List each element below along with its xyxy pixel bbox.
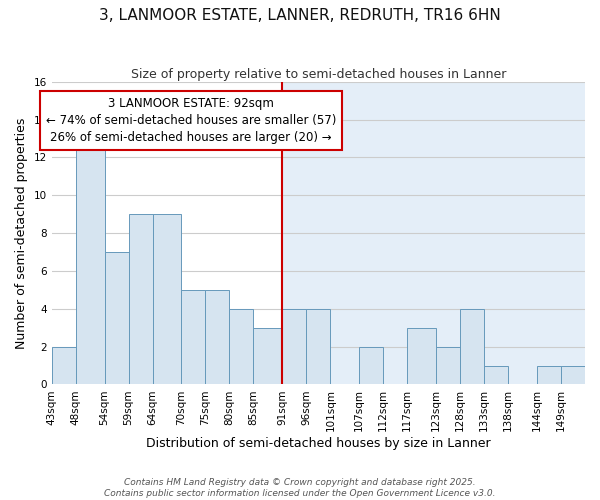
Bar (52, 82, 282, 384)
Bar (484, 366, 508, 384)
Bar (152, 214, 181, 384)
Bar (436, 346, 460, 385)
Bar (128, 214, 152, 384)
Y-axis label: Number of semi-detached properties: Number of semi-detached properties (15, 118, 28, 349)
Bar (407, 328, 436, 384)
X-axis label: Distribution of semi-detached houses by size in Lanner: Distribution of semi-detached houses by … (146, 437, 491, 450)
Text: 3, LANMOOR ESTATE, LANNER, REDRUTH, TR16 6HN: 3, LANMOOR ESTATE, LANNER, REDRUTH, TR16… (99, 8, 501, 22)
Bar (561, 366, 585, 384)
Bar (76, 138, 104, 384)
Bar (104, 252, 128, 384)
Text: 3 LANMOOR ESTATE: 92sqm
← 74% of semi-detached houses are smaller (57)
26% of se: 3 LANMOOR ESTATE: 92sqm ← 74% of semi-de… (46, 97, 336, 144)
Bar (253, 328, 282, 384)
Text: Contains HM Land Registry data © Crown copyright and database right 2025.
Contai: Contains HM Land Registry data © Crown c… (104, 478, 496, 498)
Bar (52, 346, 76, 385)
Bar (359, 346, 383, 385)
Bar (205, 290, 229, 384)
Bar (181, 290, 205, 384)
Bar (282, 82, 585, 384)
Bar (537, 366, 561, 384)
Bar (460, 309, 484, 384)
Title: Size of property relative to semi-detached houses in Lanner: Size of property relative to semi-detach… (131, 68, 506, 80)
Bar (307, 309, 331, 384)
Bar (282, 309, 307, 384)
Bar (229, 309, 253, 384)
